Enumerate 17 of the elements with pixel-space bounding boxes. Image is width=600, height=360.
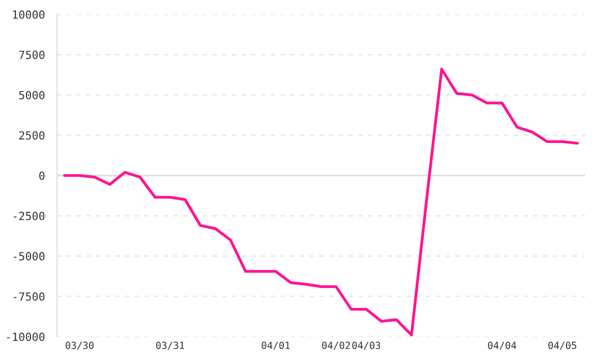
x-tick-label: 03/30 xyxy=(66,342,94,350)
y-tick-label: -10000 xyxy=(6,332,44,342)
y-tick-label: 0 xyxy=(39,172,44,180)
x-tick-label: 04/01 xyxy=(262,342,290,350)
y-tick-label: 5000 xyxy=(19,90,44,100)
x-tick-label: 04/03 xyxy=(352,342,380,350)
x-tick-label: 03/31 xyxy=(156,342,184,350)
y-tick-label: -2500 xyxy=(14,212,44,220)
y-tick-label: -7500 xyxy=(14,292,44,301)
y-tick-label: 10000 xyxy=(13,10,44,19)
x-tick-label: 04/05 xyxy=(548,342,576,350)
y-tick-label: 2500 xyxy=(19,131,44,140)
line-series xyxy=(63,68,579,336)
y-tick-label: 7500 xyxy=(19,50,44,60)
x-tick-label: 04/02 xyxy=(322,342,350,350)
x-tick-label: 04/04 xyxy=(488,342,516,350)
y-tick-label: -5000 xyxy=(14,252,44,260)
